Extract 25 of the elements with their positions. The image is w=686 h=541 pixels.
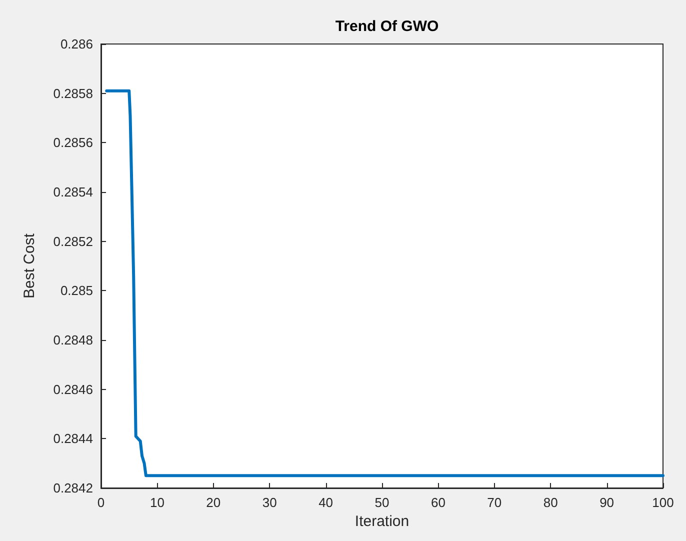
y-tick-label: 0.2858 <box>53 86 93 101</box>
y-axis-title: Best Cost <box>21 232 38 299</box>
x-tick-label: 30 <box>262 495 277 510</box>
x-tick-label: 60 <box>430 495 446 510</box>
y-tick-label: 0.286 <box>60 36 93 52</box>
x-tick-label: 100 <box>652 495 674 510</box>
y-tick-label: 0.285 <box>60 283 93 298</box>
y-tick-label: 0.2856 <box>53 135 93 150</box>
y-tick-label: 0.2852 <box>53 234 93 249</box>
y-tick-label: 0.2844 <box>53 431 93 446</box>
x-axis-title: Iteration <box>354 513 410 530</box>
y-tick-label: 0.2854 <box>53 184 93 200</box>
x-tick-label: 90 <box>600 495 614 510</box>
y-tick-label: 0.2846 <box>53 382 93 397</box>
x-tick-label: 10 <box>150 495 164 510</box>
y-tick-label: 0.2848 <box>53 332 93 348</box>
y-tick-label: 0.2842 <box>53 480 93 496</box>
chart-title: Trend Of GWO <box>335 18 439 35</box>
x-tick-label: 40 <box>318 495 334 510</box>
line-series <box>105 89 664 478</box>
x-tick-label: 20 <box>206 495 221 510</box>
x-tick-label: 70 <box>487 495 502 510</box>
x-tick-label: 0 <box>97 495 105 510</box>
x-tick-label: 80 <box>543 495 558 510</box>
x-tick-label: 50 <box>374 495 390 510</box>
